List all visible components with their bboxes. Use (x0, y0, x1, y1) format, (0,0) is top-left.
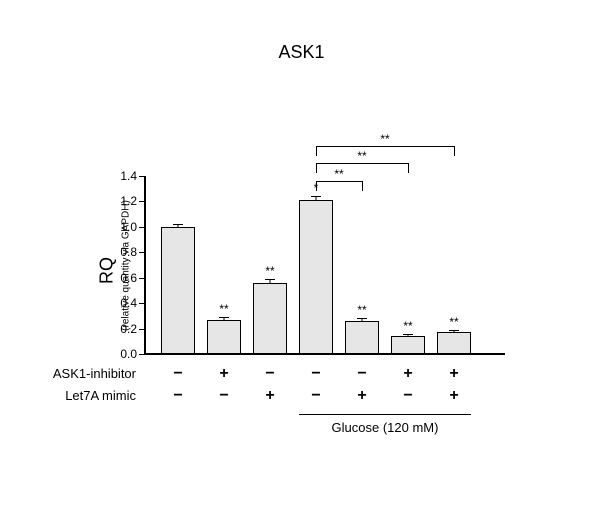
y-tick (139, 303, 145, 304)
error-bar (437, 330, 471, 333)
error-bar (299, 196, 333, 200)
comparison-bracket (316, 163, 408, 164)
comparison-bracket (316, 146, 454, 147)
condition-marker: − (173, 388, 182, 404)
condition-marker: − (311, 366, 320, 382)
significance-marker: ** (449, 315, 458, 329)
y-tick (139, 354, 145, 355)
significance-marker: ** (265, 264, 274, 278)
chart-title: ASK1 (0, 42, 603, 63)
comparison-bracket-leg (408, 163, 409, 173)
condition-marker: − (357, 366, 366, 382)
y-axis-sublabel: (relative quantity via GAPDH) (121, 186, 132, 346)
bar (253, 283, 287, 354)
y-tick-label: 0.0 (111, 347, 137, 361)
bar (437, 332, 471, 354)
condition-marker: + (357, 388, 366, 404)
condition-marker: − (311, 388, 320, 404)
significance-marker: ** (219, 302, 228, 316)
condition-marker: + (403, 366, 412, 382)
condition-marker: + (219, 366, 228, 382)
condition-marker: − (403, 388, 412, 404)
significance-marker: ** (403, 319, 412, 333)
significance-marker: ** (357, 303, 366, 317)
comparison-bracket-leg (316, 181, 317, 191)
comparison-bracket-leg (316, 163, 317, 173)
bar (345, 321, 379, 354)
comparison-bracket-leg (362, 181, 363, 191)
error-bar (207, 317, 241, 320)
error-bar (161, 224, 195, 227)
comparison-label: ** (357, 149, 366, 163)
comparison-label: ** (334, 167, 343, 181)
bar (391, 336, 425, 354)
y-tick (139, 252, 145, 253)
error-bar (253, 279, 287, 283)
bar-chart-plot: 0.00.20.40.60.81.01.21.4****************… (145, 176, 505, 354)
condition-marker: − (265, 366, 274, 382)
y-tick (139, 227, 145, 228)
condition-marker: + (265, 388, 274, 404)
glucose-underline (299, 414, 471, 415)
condition-marker: + (449, 366, 458, 382)
y-axis (144, 176, 146, 354)
comparison-bracket (316, 181, 362, 182)
error-bar (391, 334, 425, 337)
comparison-label: ** (380, 132, 389, 146)
condition-marker: − (219, 388, 228, 404)
condition-row-label: ASK1-inhibitor (36, 366, 136, 381)
glucose-label: Glucose (120 mM) (332, 420, 439, 435)
condition-marker: − (173, 366, 182, 382)
condition-marker: + (449, 388, 458, 404)
condition-row-label: Let7A mimic (36, 388, 136, 403)
bar (299, 200, 333, 354)
error-bar (345, 318, 379, 321)
y-tick-label: 1.4 (111, 169, 137, 183)
bar (207, 320, 241, 354)
y-axis-label: RQ (97, 251, 118, 291)
comparison-bracket-leg (316, 146, 317, 156)
y-tick (139, 201, 145, 202)
y-tick (139, 329, 145, 330)
y-tick (139, 176, 145, 177)
bar (161, 227, 195, 354)
y-tick (139, 278, 145, 279)
comparison-bracket-leg (454, 146, 455, 156)
